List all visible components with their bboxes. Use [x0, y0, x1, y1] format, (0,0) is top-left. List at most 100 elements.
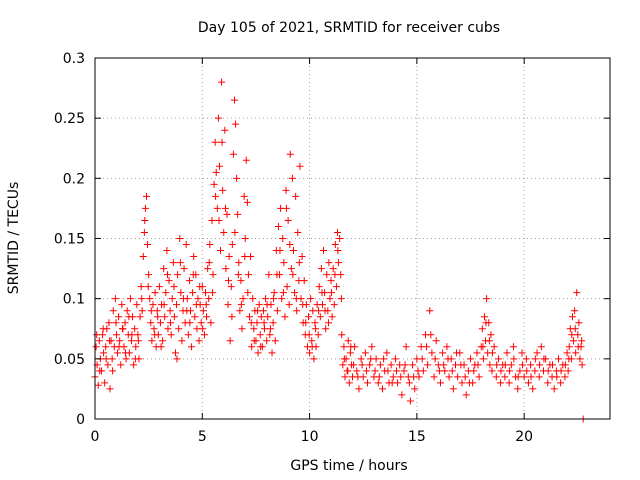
- data-point: [391, 355, 399, 363]
- data-point: [501, 361, 509, 369]
- data-point: [430, 373, 438, 381]
- y-tick-label: 0.05: [54, 352, 85, 368]
- data-point: [320, 247, 328, 255]
- data-point: [134, 337, 142, 345]
- y-tick-label: 0: [76, 412, 85, 428]
- data-point: [550, 385, 558, 393]
- data-point: [518, 349, 526, 357]
- data-point: [191, 313, 199, 321]
- data-point: [299, 301, 307, 309]
- data-point: [278, 295, 286, 303]
- data-point: [116, 337, 124, 345]
- data-point: [454, 373, 462, 381]
- data-point: [144, 283, 152, 291]
- data-point: [195, 337, 203, 345]
- data-point: [202, 301, 210, 309]
- data-point: [270, 289, 278, 297]
- data-point: [465, 379, 473, 387]
- data-point: [331, 271, 339, 279]
- data-point: [210, 180, 218, 188]
- data-point: [578, 361, 586, 369]
- data-point: [102, 355, 110, 363]
- data-point: [287, 265, 295, 273]
- data-point: [368, 343, 376, 351]
- data-point: [250, 337, 258, 345]
- data-point: [358, 361, 366, 369]
- data-point: [155, 283, 163, 291]
- data-point: [298, 253, 306, 261]
- data-point: [162, 289, 170, 297]
- data-point: [177, 289, 185, 297]
- data-point: [568, 313, 576, 321]
- data-point: [522, 355, 530, 363]
- data-point: [321, 307, 329, 315]
- data-point: [485, 337, 493, 345]
- data-point: [96, 367, 104, 375]
- data-point: [127, 337, 135, 345]
- data-point: [544, 379, 552, 387]
- data-point: [186, 319, 194, 327]
- data-point: [271, 337, 279, 345]
- data-point: [238, 325, 246, 333]
- data-point: [204, 265, 212, 273]
- data-point: [169, 259, 177, 267]
- data-point: [568, 331, 576, 339]
- data-point: [474, 361, 482, 369]
- data-point: [506, 367, 514, 375]
- data-point: [243, 198, 251, 206]
- data-point: [388, 379, 396, 387]
- data-point: [574, 331, 582, 339]
- data-point: [214, 114, 222, 122]
- data-point: [161, 313, 169, 321]
- data-point: [523, 367, 531, 375]
- data-point: [234, 210, 242, 218]
- data-point: [212, 168, 220, 176]
- data-point: [353, 367, 361, 375]
- data-point: [317, 265, 325, 273]
- data-point: [344, 367, 352, 375]
- data-point: [114, 349, 122, 357]
- data-point: [507, 361, 515, 369]
- data-point: [207, 319, 215, 327]
- data-point: [150, 325, 158, 333]
- data-point: [235, 259, 243, 267]
- data-point: [189, 289, 197, 297]
- data-point: [94, 381, 102, 389]
- data-point: [478, 325, 486, 333]
- data-point: [199, 325, 207, 333]
- data-point: [106, 337, 114, 345]
- data-point: [561, 361, 569, 369]
- data-point: [248, 343, 256, 351]
- data-point: [380, 355, 388, 363]
- data-point: [406, 397, 414, 405]
- y-tick-label: 0.2: [63, 171, 85, 187]
- data-point: [444, 355, 452, 363]
- data-point: [254, 307, 262, 315]
- data-point: [428, 349, 436, 357]
- data-point: [182, 241, 190, 249]
- data-point: [345, 379, 353, 387]
- data-point: [130, 361, 138, 369]
- y-tick-label: 0.25: [54, 111, 85, 127]
- data-point: [497, 367, 505, 375]
- data-point: [109, 307, 117, 315]
- y-axis-title: SRMTID / TECUs: [6, 182, 22, 295]
- data-point: [384, 367, 392, 375]
- data-point: [244, 271, 252, 279]
- data-point: [524, 379, 532, 387]
- data-point: [105, 319, 113, 327]
- data-point: [102, 343, 110, 351]
- data-point: [121, 319, 129, 327]
- data-point: [318, 301, 326, 309]
- data-point: [467, 355, 475, 363]
- data-point: [482, 319, 490, 327]
- data-point: [165, 277, 173, 285]
- data-point: [346, 349, 354, 357]
- data-point: [576, 355, 584, 363]
- data-point: [121, 349, 129, 357]
- data-point: [340, 355, 348, 363]
- data-point: [291, 289, 299, 297]
- data-point: [255, 301, 263, 309]
- x-tick-label: 0: [91, 429, 100, 445]
- data-point: [131, 355, 139, 363]
